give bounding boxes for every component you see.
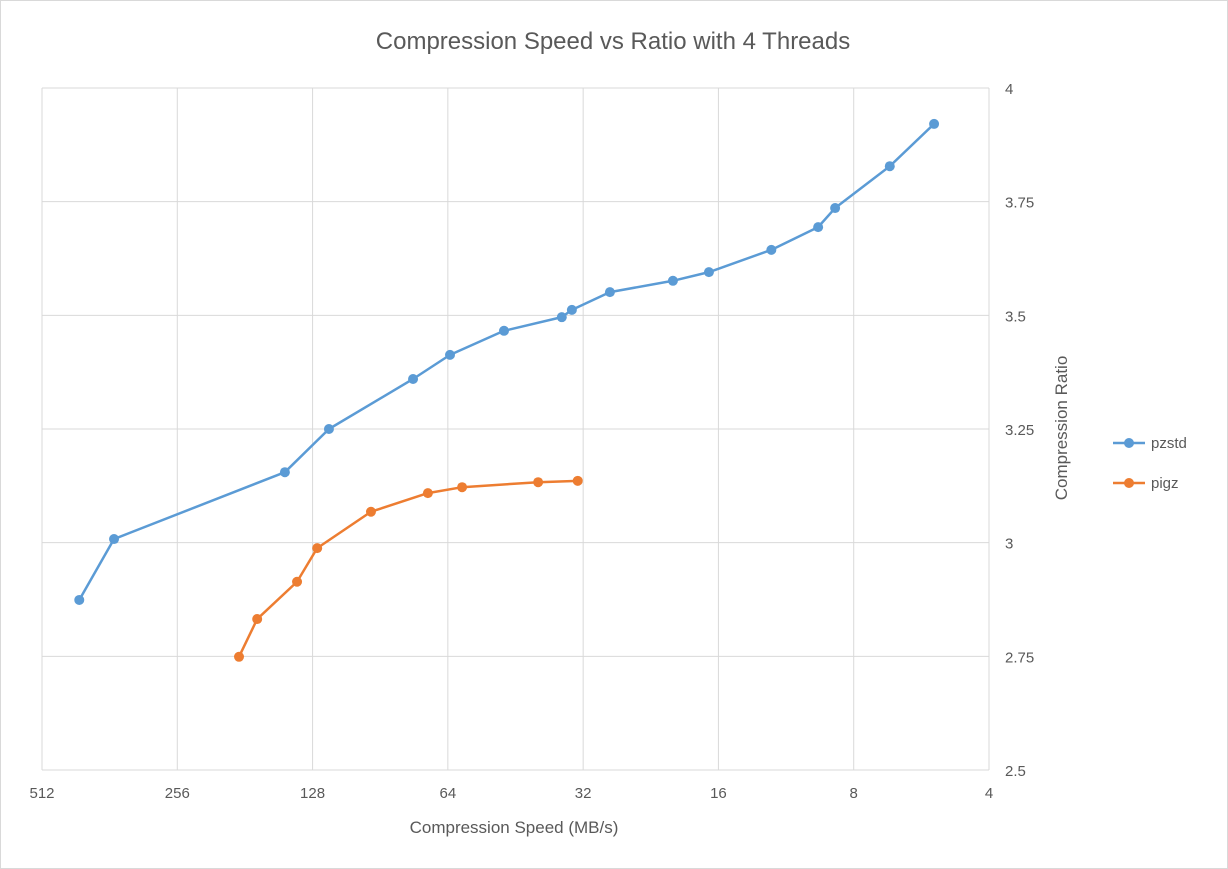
data-point-pzstd (499, 325, 510, 336)
data-point-pigz (422, 488, 433, 499)
y-tick-labels: 2.5 2.75 3 3.25 3.5 3.75 4 (1005, 81, 1034, 780)
data-point-pigz (312, 543, 323, 554)
y-tick-label: 3.25 (1005, 422, 1034, 439)
data-point-pigz (234, 651, 245, 662)
x-tick-label: 16 (710, 785, 727, 802)
data-point-pzstd (445, 349, 456, 360)
y-axis-label: Compression Ratio (1052, 356, 1071, 501)
x-tick-label: 512 (29, 785, 54, 802)
legend-label-pigz: pigz (1151, 475, 1179, 492)
data-point-pzstd (109, 534, 120, 545)
data-point-pzstd (323, 424, 334, 434)
series-group (74, 118, 940, 662)
x-tick-labels: 512 256 128 64 32 16 8 4 (29, 785, 993, 802)
y-tick-label: 3.75 (1005, 195, 1034, 212)
legend: pzstd pigz (1113, 435, 1187, 492)
data-point-pzstd (667, 275, 678, 286)
y-tick-label: 2.75 (1005, 649, 1034, 666)
gridlines (41, 87, 990, 771)
data-point-pzstd (830, 203, 841, 214)
y-tick-label: 4 (1005, 81, 1013, 98)
data-point-pigz (292, 576, 303, 587)
legend-marker-pigz (1124, 478, 1134, 488)
data-point-pzstd (813, 222, 824, 233)
data-point-pigz (365, 506, 376, 517)
data-point-pzstd (556, 312, 567, 323)
data-point-pigz (457, 482, 468, 493)
data-point-pzstd (604, 287, 615, 298)
y-tick-label: 3 (1005, 536, 1013, 553)
legend-marker-pzstd (1124, 438, 1134, 448)
x-tick-label: 256 (165, 785, 190, 802)
chart-title: Compression Speed vs Ratio with 4 Thread… (376, 28, 850, 55)
data-point-pzstd (766, 244, 777, 255)
data-point-pigz (572, 475, 583, 486)
x-tick-label: 4 (985, 785, 993, 802)
y-tick-label: 2.5 (1005, 763, 1026, 780)
legend-label-pzstd: pzstd (1151, 435, 1187, 452)
data-point-pigz (252, 614, 263, 625)
data-point-pigz (533, 477, 544, 488)
x-axis-label: Compression Speed (MB/s) (410, 818, 619, 837)
data-point-pzstd (408, 373, 419, 384)
data-point-pzstd (74, 594, 85, 605)
x-tick-label: 128 (300, 785, 325, 802)
data-point-pzstd (929, 118, 940, 129)
data-point-pzstd (566, 304, 577, 315)
data-point-pzstd (703, 267, 714, 278)
x-tick-label: 8 (850, 785, 858, 802)
x-tick-label: 32 (575, 785, 592, 802)
y-tick-label: 3.5 (1005, 308, 1026, 325)
x-tick-label: 64 (440, 785, 457, 802)
data-point-pzstd (884, 161, 895, 172)
data-point-pzstd (279, 467, 290, 478)
